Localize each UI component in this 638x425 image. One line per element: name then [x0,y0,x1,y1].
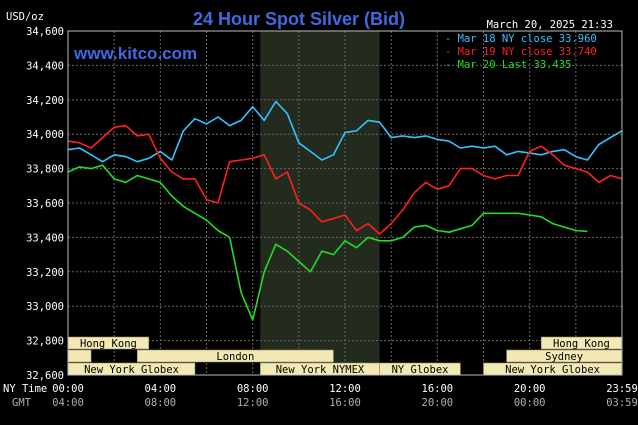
session-bar [67,349,92,363]
y-tick-label: 34,400 [26,60,64,72]
gmt-label: GMT [12,397,32,409]
y-unit-label: USD/oz [6,11,44,23]
x-tick-label-ny: 00:00 [52,383,84,395]
x-tick-label-ny: 16:00 [422,383,454,395]
session-label: New York Globex [84,364,179,376]
x-tick-label-gmt: 03:59 [606,397,638,409]
x-tick-label-gmt: 12:00 [237,397,269,409]
session-label: NY Globex [392,364,449,376]
chart-title: 24 Hour Spot Silver (Bid) [193,9,405,29]
session-label: Hong Kong [553,338,610,350]
y-tick-label: 33,600 [26,198,64,210]
x-tick-label-ny: 04:00 [145,383,177,395]
y-tick-label: 34,200 [26,95,64,107]
session-label: Hong Kong [80,338,137,350]
y-tick-label: 33,000 [26,301,64,313]
x-tick-label-gmt: 00:00 [514,397,546,409]
x-tick-label-gmt: 04:00 [52,397,84,409]
x-tick-label-gmt: 16:00 [329,397,361,409]
y-tick-label: 33,400 [26,232,64,244]
x-tick-label-ny: 20:00 [514,383,546,395]
session-label: London [216,351,254,363]
series-line [67,124,623,235]
plot-border [67,30,623,376]
legend-entry: - Mar 19 NY close 33.740 [445,46,597,58]
x-tick-label-ny: 23:59 [606,383,638,395]
session-label: New York NYMEX [276,364,365,376]
brand-watermark: www.kitco.com [73,44,197,63]
y-tick-label: 33,800 [26,164,64,176]
x-tick-label-gmt: 08:00 [145,397,177,409]
x-tick-label-ny: 12:00 [329,383,361,395]
y-tick-label: 32,600 [26,370,64,382]
series-line [67,164,588,321]
ny-time-label: NY Time [3,383,47,395]
session-label: New York Globex [505,364,600,376]
session-bar [136,349,334,363]
timestamp: March 20, 2025 21:33 [487,19,613,31]
x-tick-label-gmt: 20:00 [422,397,454,409]
legend-entry: - Mar 20 Last 33.435 [445,59,571,71]
y-tick-label: 34,000 [26,129,64,141]
y-tick-label: 34,600 [26,26,64,38]
session-label: Sydney [545,351,583,363]
y-tick-label: 32,800 [26,336,64,348]
x-tick-label-ny: 08:00 [237,383,269,395]
y-tick-label: 33,200 [26,267,64,279]
legend-entry: - Mar 18 NY close 33.960 [445,33,597,45]
